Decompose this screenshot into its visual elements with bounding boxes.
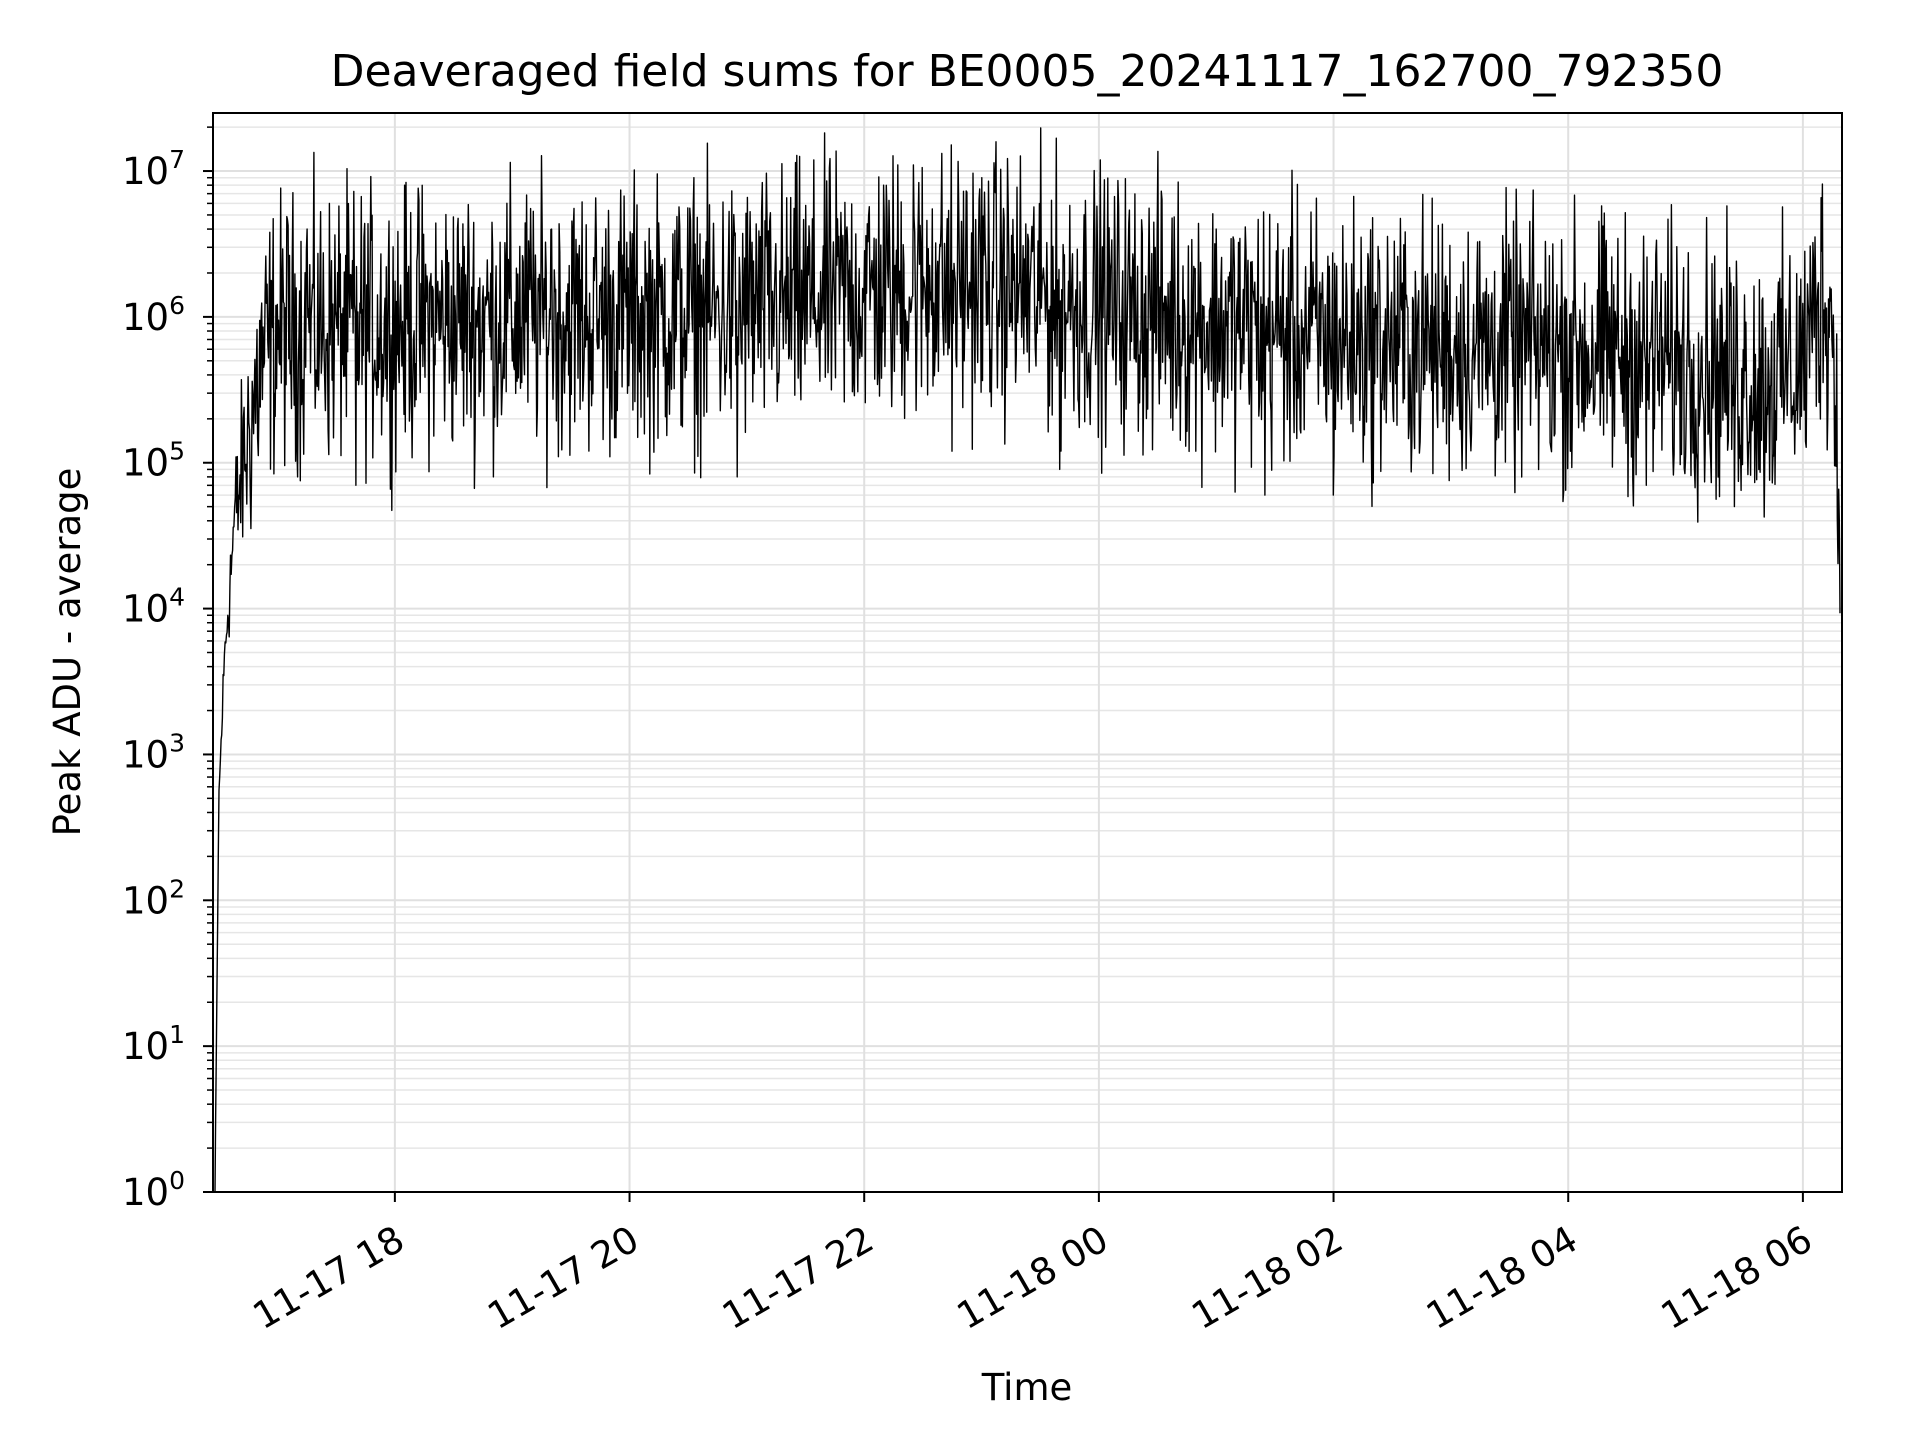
y-tick-label: 101 xyxy=(122,1020,185,1068)
chart-title: Deaveraged field sums for BE0005_2024111… xyxy=(331,46,1724,97)
y-tick-label: 102 xyxy=(122,874,185,922)
y-axis-label: Peak ADU - average xyxy=(46,468,89,837)
y-tick-label: 107 xyxy=(122,145,185,193)
y-tick-label: 103 xyxy=(122,728,185,776)
series-line xyxy=(214,127,1841,1192)
series-layer xyxy=(214,127,1841,1192)
y-tick-label: 100 xyxy=(122,1166,185,1214)
y-axis: 100 101 102 103 104 105 106 107 xyxy=(122,126,213,1214)
y-tick-label: 105 xyxy=(122,437,185,485)
x-axis-label: Time xyxy=(981,1366,1073,1409)
y-tick-label: 104 xyxy=(122,583,185,631)
y-tick-label: 106 xyxy=(122,291,185,339)
